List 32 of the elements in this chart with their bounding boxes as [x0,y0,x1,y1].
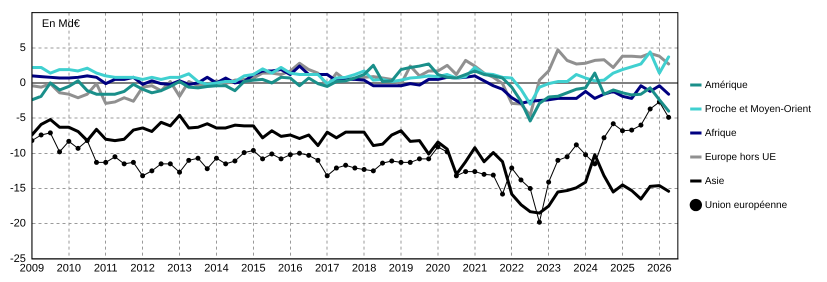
x-tick-label: 2012 [130,262,155,274]
x-tick-label: 2023 [536,262,561,274]
x-tick-label: 2025 [610,262,635,274]
legend-label: Europe hors UE [704,152,776,163]
y-tick-label: -15 [10,182,26,194]
x-tick-label: 2015 [241,262,266,274]
y-tick-label: -25 [10,252,26,265]
x-tick-label: 2020 [426,262,450,274]
x-tick-label: 2013 [167,262,192,274]
x-tick-label: 2019 [388,262,414,274]
y-tick-label: -10 [10,147,26,160]
y-tick-label: 5 [20,42,26,54]
x-tick-label: 2017 [314,262,340,274]
annotation: En Md€ [42,18,80,30]
x-tick-label: 2009 [20,262,44,274]
x-tick-label: 2024 [573,262,598,274]
y-tick-label: 0 [20,76,26,89]
y-tick-label: -5 [16,112,26,124]
x-tick-label: 2022 [500,262,524,274]
x-tick-label: 2010 [56,262,82,274]
legend-label: Asie [704,176,725,187]
y-tick-label: -20 [10,218,26,230]
x-tick-label: 2026 [647,262,672,274]
x-tick-label: 2016 [278,262,303,274]
legend-label: Afrique [704,128,737,139]
x-tick-label: 2011 [94,262,118,274]
legend-label: Proche et Moyen-Orient [704,104,812,115]
legend-label: Union européenne [704,200,788,211]
legend-label: Amérique [704,80,748,91]
x-tick-label: 2014 [204,262,229,274]
x-tick-label: 2018 [352,262,376,274]
x-tick-label: 2021 [462,262,488,274]
